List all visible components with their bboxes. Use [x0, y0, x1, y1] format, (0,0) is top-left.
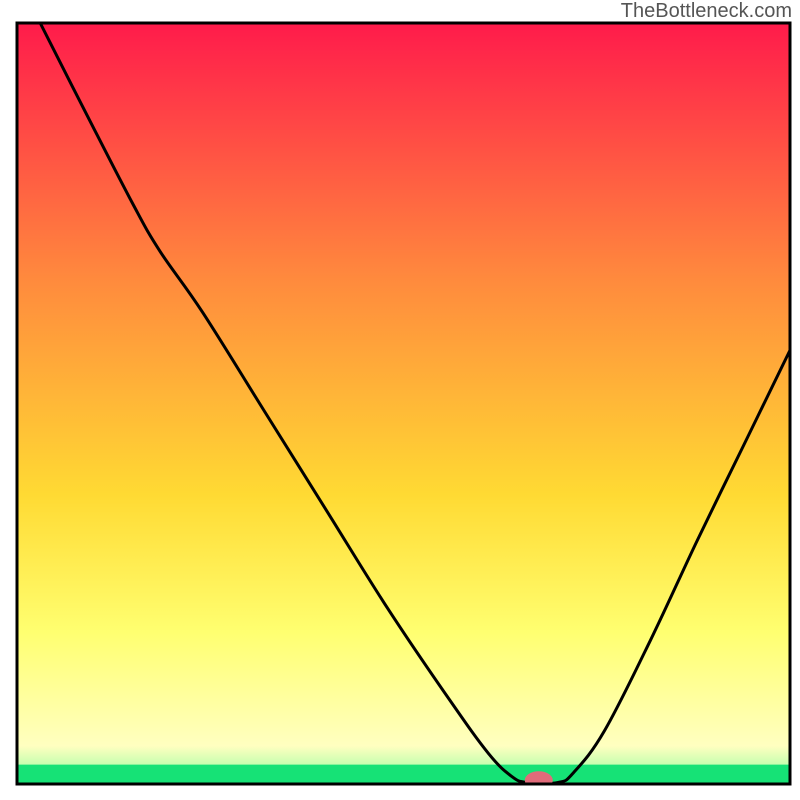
bottleneck-chart: [0, 0, 800, 800]
gradient-background: [17, 23, 790, 784]
optimal-marker: [525, 771, 553, 789]
watermark-text: TheBottleneck.com: [621, 0, 792, 23]
chart-container: { "watermark": "TheBottleneck.com", "cha…: [0, 0, 800, 800]
